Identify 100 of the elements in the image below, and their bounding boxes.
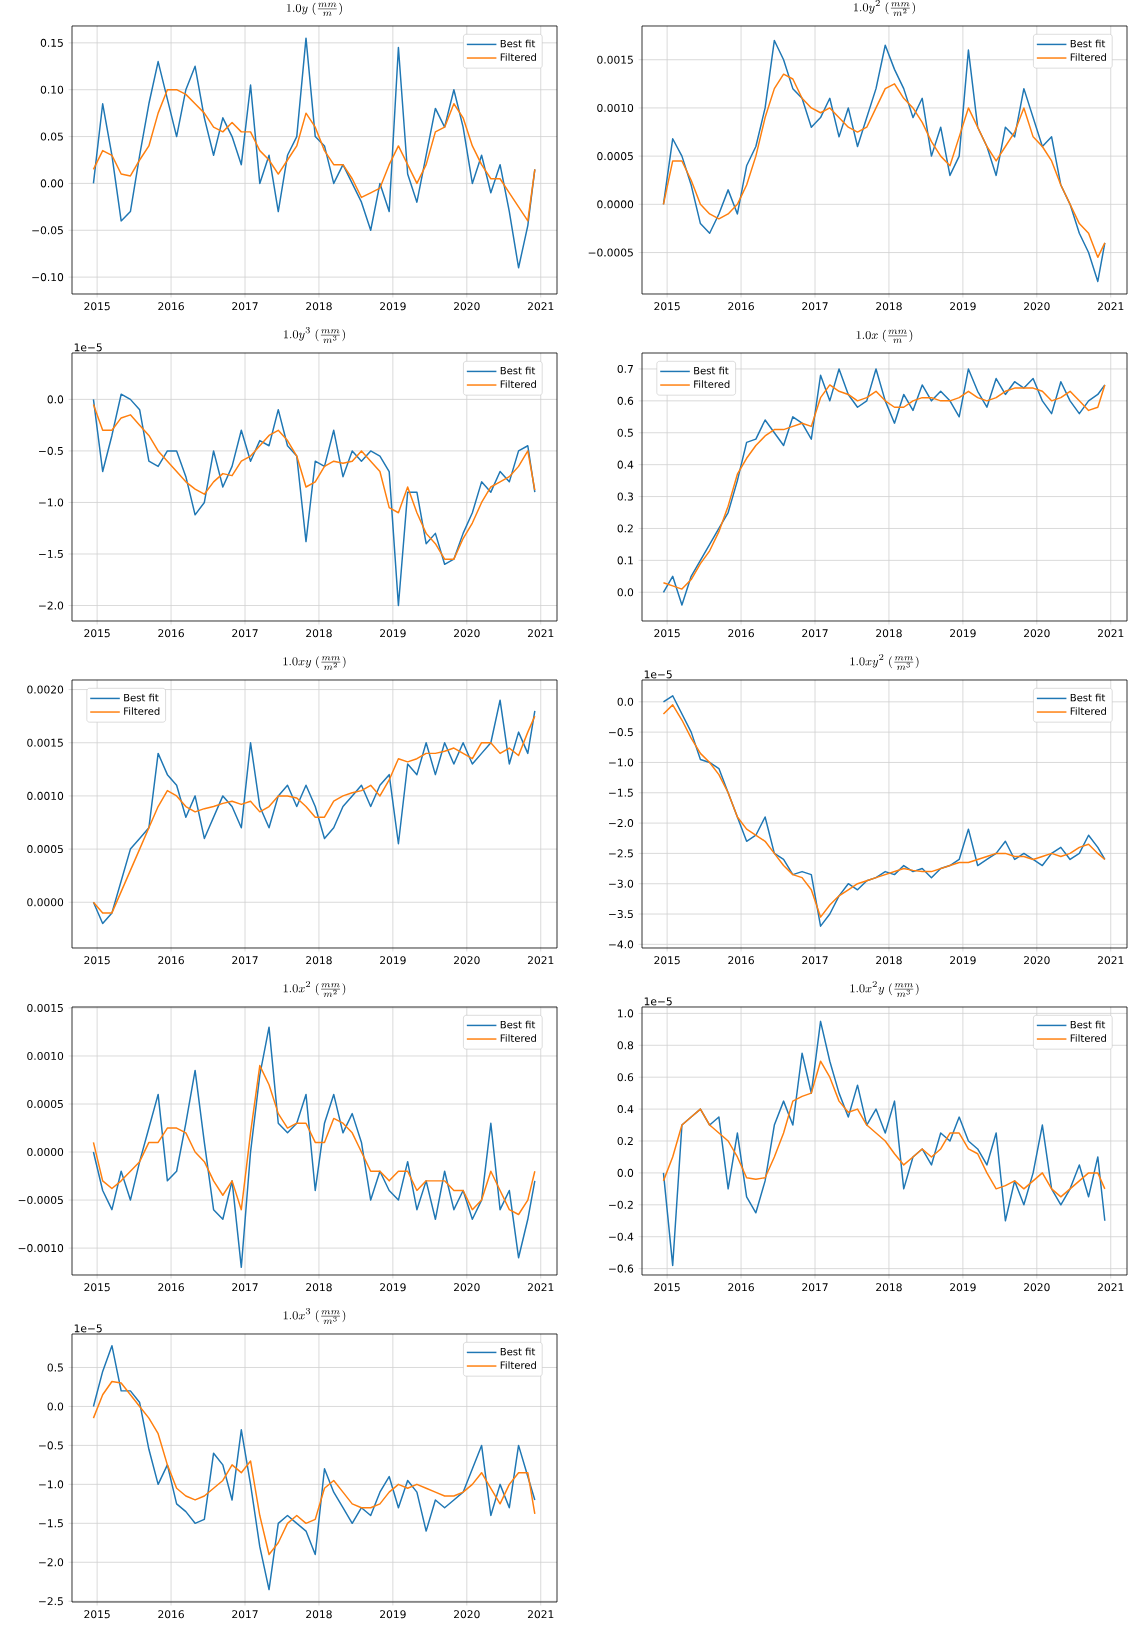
y-tick-label: 0.0 [617, 697, 634, 706]
chart-title: $1.0y^3\;(\frac{mm}{m^3})$ [283, 326, 345, 344]
legend-label: Best fit [124, 693, 159, 702]
y-tick-label: −0.5 [39, 446, 63, 455]
chart-title: $1.0x^3\;(\frac{mm}{m^3})$ [283, 1307, 346, 1325]
legend-label: Filtered [1070, 53, 1106, 61]
x-tick-label: 2019 [380, 629, 406, 638]
y-tick-label: 0.6 [617, 1073, 634, 1082]
y-tick-label: −3.0 [609, 879, 634, 888]
y-tick-label: 0.6 [617, 396, 634, 405]
y-tick-label: −2.0 [39, 1558, 64, 1567]
x-tick-label: 2020 [1024, 302, 1050, 311]
text: 1e−5 [74, 343, 102, 352]
x-tick-label: 2017 [232, 629, 258, 638]
y-tick-label: −0.4 [609, 1232, 634, 1241]
x-tick-label: 2016 [728, 956, 754, 965]
y-tick-label: 0.1 [617, 556, 633, 565]
legend-label: Filtered [1070, 707, 1106, 715]
y-tick-label: 0.05 [40, 132, 63, 141]
y-tick-label: −1.5 [39, 550, 63, 558]
x-tick-label: 2021 [1097, 1283, 1124, 1292]
legend-label: Best fit [500, 1347, 536, 1356]
y-tick-label: 0.0000 [27, 898, 64, 907]
y-tick-label: −0.2 [609, 1200, 633, 1209]
x-tick-label: 2020 [454, 956, 480, 965]
x-tick-label: 2016 [158, 1283, 184, 1292]
y-tick-label: 0.10 [40, 85, 64, 94]
y-tick-label: 0.7 [617, 364, 633, 373]
x-tick-label: 2018 [306, 302, 332, 311]
x-tick-label: 2017 [232, 1283, 258, 1292]
legend-label: Filtered [500, 53, 536, 61]
x-tick-label: 2016 [158, 1610, 184, 1619]
y-tick-label: 0.0000 [597, 200, 634, 209]
y-tick-label: 0.2 [617, 524, 633, 533]
x-tick-label: 2016 [158, 956, 184, 965]
x-tick-label: 2019 [380, 956, 406, 965]
x-tick-label: 2015 [84, 629, 110, 638]
legend-label: Best fit [500, 39, 536, 48]
x-tick-label: 2018 [306, 1610, 332, 1619]
y-tick-label: 0.0 [47, 395, 64, 404]
legend-label: Best fit [500, 1020, 536, 1029]
x-tick-label: 2015 [654, 302, 680, 311]
chart-title: $1.0y^2\;(\frac{mm}{m^2})$ [853, 0, 915, 17]
x-tick-label: 2015 [84, 1610, 110, 1619]
legend-label: Best fit [1070, 1020, 1106, 1029]
x-tick-label: 2021 [527, 302, 554, 311]
x-tick-label: 2016 [728, 302, 754, 311]
chart-title: $1.0xy^2\;(\frac{mm}{m^3})$ [850, 653, 919, 671]
x-tick-label: 2016 [158, 302, 184, 311]
y-tick-label: 0.0 [617, 1168, 634, 1177]
y-tick-label: 0.3 [617, 492, 633, 501]
x-tick-label: 2018 [306, 956, 332, 965]
y-tick-label: 0.0020 [27, 685, 64, 694]
x-tick-label: 2019 [950, 956, 976, 965]
legend-label: Filtered [500, 1361, 536, 1369]
chart-title: $1.0x\;(\frac{mm}{m})$ [856, 329, 913, 344]
y-tick-label: −0.0005 [588, 248, 633, 257]
x-tick-label: 2021 [527, 629, 554, 638]
y-tick-label: −2.5 [39, 1597, 63, 1606]
y-tick-label: 0.0 [47, 1402, 64, 1411]
x-tick-label: 2015 [84, 956, 110, 965]
x-tick-label: 2020 [454, 302, 480, 311]
x-tick-label: 2017 [802, 629, 828, 638]
x-tick-label: 2021 [1097, 956, 1124, 965]
text: 1e−5 [644, 997, 672, 1006]
y-tick-label: −2.0 [609, 819, 634, 828]
line-series [662, 1020, 1106, 1267]
y-tick-label: −0.10 [32, 273, 64, 282]
x-tick-label: 2017 [232, 302, 258, 311]
y-tick-label: −1.0 [609, 758, 634, 767]
y-tick-label: −0.05 [32, 226, 63, 235]
chart-title: $1.0x^2y\;(\frac{mm}{m^3})$ [850, 980, 919, 998]
x-tick-label: 2016 [728, 1283, 754, 1292]
x-tick-label: 2015 [654, 629, 680, 638]
x-tick-label: 2017 [802, 1283, 828, 1292]
x-tick-label: 2019 [950, 302, 976, 311]
x-tick-label: 2017 [802, 302, 828, 311]
x-tick-label: 2020 [454, 1610, 480, 1619]
y-tick-label: −1.0 [39, 498, 64, 507]
y-tick-label: 0.0015 [27, 1003, 63, 1012]
chart-title: $1.0y\;(\frac{mm}{m})$ [286, 2, 342, 17]
x-tick-label: 2020 [454, 629, 480, 638]
x-tick-label: 2020 [1024, 629, 1050, 638]
x-tick-label: 2018 [306, 1283, 332, 1292]
x-tick-label: 2019 [380, 1283, 406, 1292]
legend-label: Filtered [1070, 1034, 1106, 1042]
y-tick-label: −1.5 [39, 1519, 63, 1528]
x-tick-label: 2015 [654, 956, 680, 965]
line-series [92, 393, 536, 607]
x-tick-label: 2020 [454, 1283, 480, 1292]
x-tick-label: 2019 [950, 629, 976, 638]
x-tick-label: 2019 [950, 1283, 976, 1292]
x-tick-label: 2021 [527, 1283, 554, 1292]
y-tick-label: −1.5 [609, 788, 633, 797]
y-tick-label: 0.0015 [27, 738, 63, 747]
chart-title: $1.0xy\;(\frac{mm}{m^2})$ [283, 656, 346, 671]
y-tick-label: 0.0000 [27, 1148, 64, 1157]
x-tick-label: 2018 [876, 302, 902, 311]
y-tick-label: 0.15 [40, 38, 63, 47]
y-tick-label: 0.2 [617, 1136, 633, 1146]
